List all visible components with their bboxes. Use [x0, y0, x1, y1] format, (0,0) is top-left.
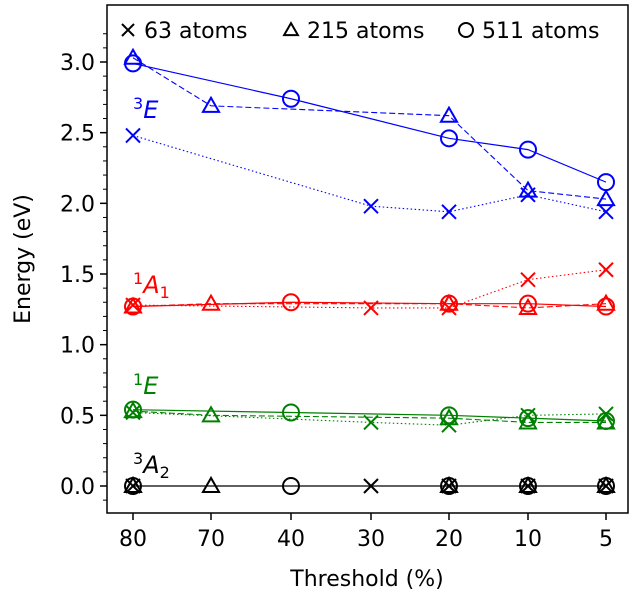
state-group [123, 47, 616, 220]
plot-area-frame [106, 4, 629, 514]
marker-circle [597, 297, 615, 316]
x-tick-label: 40 [277, 527, 305, 552]
series-layer [123, 47, 616, 495]
state-label-main: E [143, 96, 159, 124]
marker-triangle [282, 21, 300, 37]
marker-triangle [439, 293, 459, 311]
x-tick-label: 70 [197, 527, 225, 552]
y-tick-label: 0.0 [60, 475, 95, 500]
marker-triangle [123, 475, 143, 494]
marker-circle [282, 477, 300, 495]
x-axis-label: Threshold (%) [289, 567, 443, 592]
y-tick-label: 2.0 [60, 192, 95, 217]
y-tick-label: 1.0 [60, 334, 95, 359]
marker-circle [282, 403, 300, 422]
series-line-circle [132, 301, 607, 308]
marker-triangle [596, 189, 616, 207]
x-tick-label: 20 [435, 527, 463, 552]
marker-circle [458, 22, 474, 38]
y-tick-label: 3.0 [60, 51, 95, 76]
state-label-main: E [143, 372, 159, 400]
state-label: 1A1 [133, 269, 170, 302]
marker-circle [124, 400, 142, 419]
marker-triangle [201, 95, 221, 113]
y-tick-label: 0.5 [60, 404, 95, 429]
state-label-sup: 3 [133, 449, 143, 468]
marker-triangle [439, 105, 459, 123]
state-label-sup: 1 [133, 370, 143, 389]
marker-circle [440, 406, 458, 425]
marker-circle [124, 297, 142, 316]
marker-triangle [596, 293, 616, 311]
series-line-triangle [132, 57, 607, 200]
marker-circle [282, 89, 300, 108]
x-tick-label: 10 [514, 527, 542, 552]
state-label-sup: 3 [133, 94, 143, 113]
legend-label: 511 atoms [482, 19, 599, 44]
marker-cross [598, 204, 614, 220]
state-group [123, 262, 616, 316]
marker-triangle [596, 475, 616, 494]
marker-triangle [201, 405, 221, 423]
y-tick-label: 1.5 [60, 263, 95, 288]
legend: 63 atoms 215 atoms 511 atoms [121, 19, 599, 44]
marker-triangle [518, 180, 538, 198]
marker-triangle [518, 297, 538, 315]
y-axis-label: Energy (eV) [11, 194, 36, 324]
state-label: 1E [133, 370, 159, 400]
legend-item: 215 atoms [282, 19, 424, 44]
marker-circle [519, 140, 537, 159]
x-tick-label: 30 [357, 527, 385, 552]
marker-cross [441, 204, 457, 220]
marker-circle [282, 293, 300, 312]
legend-item: 63 atoms [121, 19, 247, 44]
marker-cross [121, 23, 135, 37]
marker-circle [597, 411, 615, 430]
state-label-sub: 1 [160, 283, 170, 302]
state-label-sup: 1 [133, 269, 143, 288]
series-line-circle [132, 62, 607, 183]
marker-circle [597, 477, 615, 495]
state-label-sub: 2 [160, 463, 170, 482]
state-group [123, 400, 616, 433]
marker-circle [519, 294, 537, 313]
state-label-main: A [141, 451, 159, 479]
marker-triangle [518, 475, 538, 494]
marker-triangle [518, 412, 538, 430]
x-tick-label: 5 [599, 527, 613, 552]
marker-cross [598, 262, 614, 278]
marker-triangle [201, 293, 221, 311]
marker-circle [519, 409, 537, 428]
marker-triangle [439, 475, 459, 494]
state-label: 3E [133, 94, 159, 124]
marker-circle [440, 294, 458, 313]
marker-cross [363, 414, 379, 431]
marker-circle [124, 477, 142, 495]
state-group [123, 475, 616, 495]
marker-triangle [201, 475, 221, 494]
marker-circle [519, 477, 537, 495]
x-tick-label: 80 [119, 527, 147, 552]
marker-circle [124, 54, 142, 73]
marker-cross [125, 127, 141, 144]
state-label: 3A2 [133, 449, 170, 482]
marker-circle [440, 477, 458, 495]
series-line-circle [132, 409, 607, 422]
y-tick-label: 2.5 [60, 122, 95, 147]
marker-cross [520, 271, 536, 288]
marker-triangle [123, 296, 143, 314]
legend-label: 63 atoms [144, 19, 247, 44]
legend-item: 511 atoms [458, 19, 599, 44]
marker-circle [597, 173, 615, 192]
marker-circle [440, 129, 458, 148]
state-label-main: A [141, 271, 159, 299]
marker-cross [363, 198, 379, 214]
axis-ticks: 0.0 0.5 1.0 1.5 2.0 2.5 3.0 80 70 40 30 20 10 5 [60, 33, 613, 552]
series-line-triangle [132, 410, 606, 423]
legend-label: 215 atoms [307, 19, 424, 44]
